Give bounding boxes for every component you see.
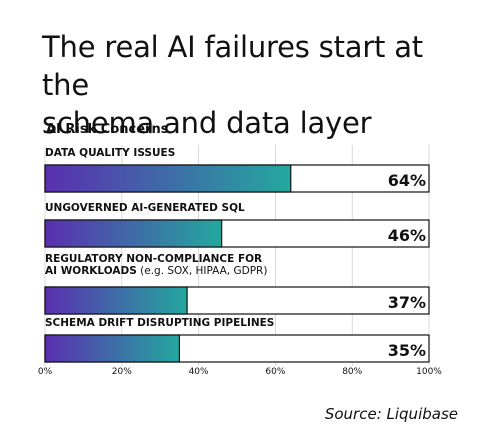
category-label: UNGOVERNED AI-GENERATED SQL (45, 202, 245, 214)
x-tick-label: 40% (189, 367, 209, 377)
headline: The real AI failures start at the schema… (42, 28, 472, 142)
x-tick-label: 60% (265, 367, 285, 377)
bar-value-label: 37% (388, 293, 426, 312)
bar-value-label: 46% (388, 226, 426, 245)
x-tick-label: 100% (416, 367, 442, 377)
bar (44, 334, 180, 363)
source-note: Source: Liquibase (324, 405, 458, 423)
x-tick-label: 80% (342, 367, 362, 377)
category-label: AI WORKLOADS (e.g. SOX, HIPAA, GDPR) (45, 265, 267, 277)
bar-value-label: 64% (388, 171, 426, 190)
chart-title: AI Risk Concerns (46, 122, 169, 137)
category-label: REGULATORY NON-COMPLIANCE FOR (45, 253, 262, 265)
category-note: (e.g. SOX, HIPAA, GDPR) (137, 265, 268, 277)
bar (44, 164, 292, 193)
bar (44, 219, 223, 248)
x-tick-label: 20% (112, 367, 132, 377)
category-label: SCHEMA DRIFT DISRUPTING PIPELINES (45, 317, 274, 329)
bar (44, 286, 188, 315)
headline-line-2: schema and data layer (42, 106, 372, 140)
x-tick-label: 0% (38, 367, 53, 377)
bar-value-label: 35% (388, 341, 426, 360)
headline-line-1: The real AI failures start at the (42, 30, 423, 102)
category-label: DATA QUALITY ISSUES (45, 147, 175, 159)
